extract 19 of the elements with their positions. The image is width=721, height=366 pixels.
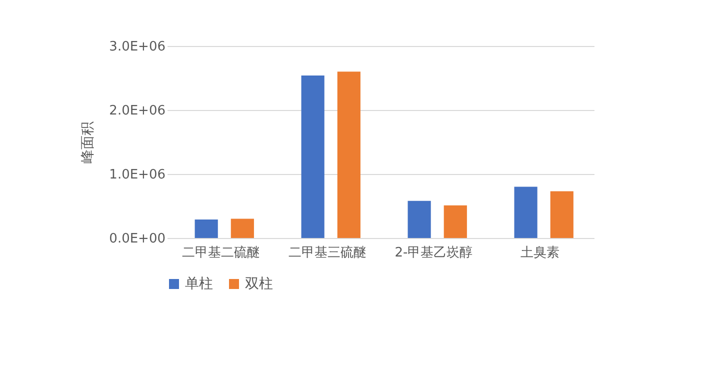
x-tick-label: 土臭素 [520, 246, 560, 260]
y-tick-label: 0.0E+00 [109, 232, 166, 246]
x-tick-label: 二甲基三硫醚 [288, 246, 366, 260]
bar [194, 219, 218, 238]
bar [514, 186, 538, 238]
bar [444, 205, 467, 238]
bar [230, 218, 254, 238]
y-axis-title: 峰面积 [80, 122, 96, 164]
bar [408, 200, 431, 238]
legend-label: 单柱 [185, 276, 213, 292]
y-tick-label: 3.0E+06 [109, 40, 166, 54]
legend-label: 双柱 [245, 276, 273, 292]
y-tick-label: 2.0E+06 [109, 104, 166, 118]
x-tick-label: 2-甲基乙崁醇 [394, 246, 473, 260]
bar [337, 72, 360, 238]
x-tick-label: 二甲基二硫醚 [182, 246, 260, 260]
bar [550, 191, 574, 238]
y-tick-label: 1.0E+06 [109, 168, 166, 182]
bar [301, 75, 324, 238]
